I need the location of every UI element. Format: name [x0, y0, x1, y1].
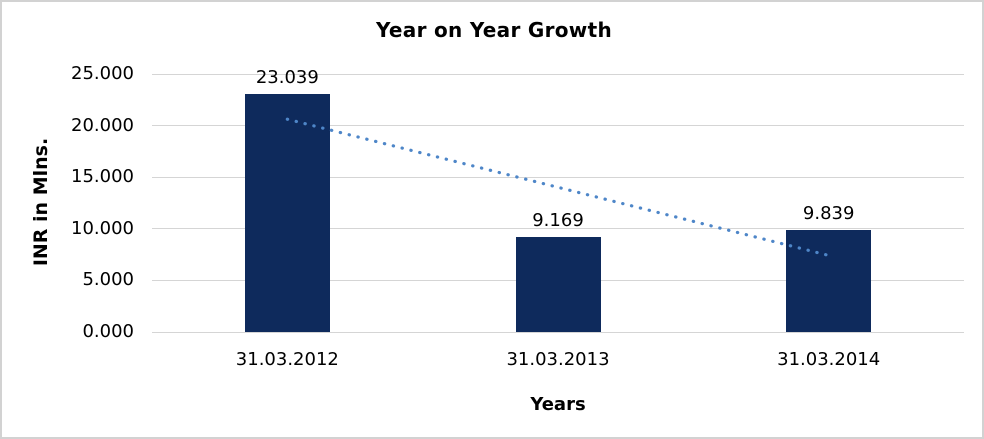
y-tick-label: 20.000: [71, 114, 134, 136]
gridline: [152, 125, 964, 127]
trendline: [285, 117, 831, 258]
y-tick-label: 15.000: [71, 166, 134, 188]
plot-area: 23.039 9.169 9.839: [152, 68, 964, 333]
chart-title: Year on Year Growth: [375, 18, 612, 42]
bar-data-label: 9.169: [532, 210, 584, 232]
y-tick-label: 5.000: [82, 269, 134, 291]
bar-31.03.2013: [515, 237, 601, 332]
gridline: [152, 176, 964, 178]
gridline: [152, 331, 964, 333]
x-category-label: 31.03.2013: [506, 349, 610, 370]
x-axis-title: Years: [530, 394, 586, 415]
y-tick-label: 25.000: [71, 63, 134, 84]
trendline-dotted-line: [285, 117, 831, 258]
y-tick-label: 10.000: [71, 217, 134, 239]
x-category-label: 31.03.2014: [777, 349, 881, 370]
gridline: [152, 228, 964, 230]
x-category-label: 31.03.2012: [235, 349, 339, 370]
gridline: [152, 73, 964, 75]
bar-data-label: 23.039: [255, 67, 319, 89]
bar-data-label: 9.839: [802, 203, 855, 225]
bar-31.03.2012: [244, 94, 330, 332]
y-axis-title: INR in Mlns.: [30, 137, 52, 267]
y-tick-label: 0.000: [82, 321, 134, 342]
